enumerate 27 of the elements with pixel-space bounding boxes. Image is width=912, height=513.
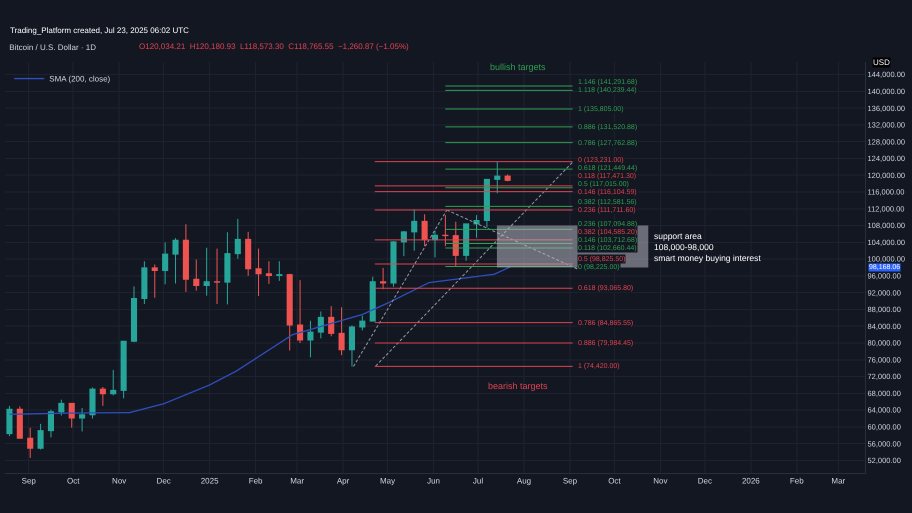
- x-tick-label: Feb: [248, 476, 264, 486]
- x-tick-label: Nov: [653, 476, 668, 486]
- x-tick-label: Mar: [290, 476, 304, 486]
- x-tick-label: May: [380, 476, 396, 486]
- x-tick-label: 2025: [200, 476, 220, 486]
- x-tick-label: Nov: [112, 476, 126, 486]
- text: USD: [873, 58, 890, 67]
- x-tick-label: Sep: [22, 476, 36, 486]
- x-tick-label: Oct: [608, 476, 622, 486]
- x-tick-label: Oct: [66, 476, 80, 486]
- x-tick-label: 2026: [742, 476, 760, 486]
- annotation: bearish targets: [488, 381, 548, 391]
- text: Trading_Platform created, Jul 23, 2025 06:02 UTC: [10, 26, 190, 35]
- text: O120,034.21 H120,180.93 L118,573.30 C118,765.55 −1,260.87 (−1.05%): [139, 42, 410, 51]
- x-tick-label: Aug: [516, 476, 532, 486]
- annotation: bullish targets: [490, 62, 546, 72]
- x-tick-label: Feb: [790, 476, 804, 486]
- band-label: support area 108,000-98,000 smart money buying interest: [654, 231, 762, 264]
- x-tick-label: Jun: [427, 476, 440, 486]
- x-tick-label: Dec: [156, 476, 171, 486]
- x-tick-label: Sep: [562, 476, 578, 486]
- x-tick-label: Mar: [831, 476, 846, 486]
- x-tick-label: Apr: [336, 476, 350, 486]
- x-tick-label: Jul: [472, 476, 484, 486]
- x-tick-label: Dec: [698, 476, 712, 486]
- chart-title: Bitcoin / U.S. Dollar · 1D: [9, 42, 96, 52]
- legend-label: SMA (200, close): [49, 74, 111, 84]
